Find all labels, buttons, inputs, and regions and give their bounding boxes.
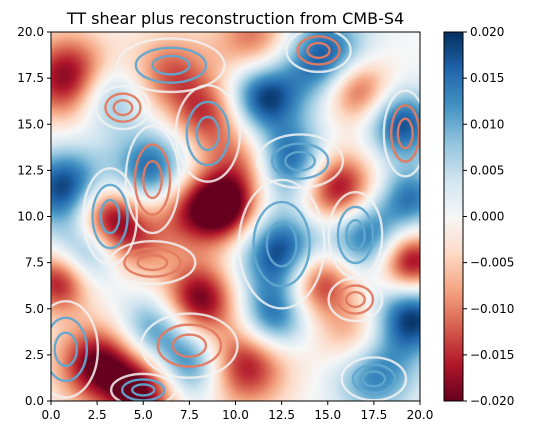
x-axis: 0.0 2.5 5.0 7.5 10.0 12.5 15.0 17.5 20.0 [41,401,433,422]
y-axis: 0.0 2.5 5.0 7.5 10.0 12.5 15.0 17.5 20.0 [17,25,51,408]
contour-line [142,159,163,200]
contour-line [91,183,129,250]
contour-line [382,89,420,178]
contour-line [130,383,156,397]
contour-line [270,142,330,180]
x-tick-label: 10.0 [222,408,249,422]
contour-line [108,240,197,286]
contour-line [185,100,231,167]
contour-line [285,32,352,74]
contour-line [256,133,345,190]
y-tick-label: 17.5 [17,71,44,85]
contour-line [116,37,226,94]
heatmap-image [51,32,420,401]
x-tick-label: 2.5 [88,408,107,422]
contour-line [327,276,384,323]
colorbar-tick-label: 0.000 [470,210,504,224]
colorbar: 0.020 0.015 0.010 0.005 0.000 −0.005 −0.010 −0.… [443,25,514,408]
contour-line [123,247,182,278]
x-tick-label: 0.0 [41,408,60,422]
chart-title: TT shear plus reconstruction from CMB-S4 [66,9,404,28]
contour-line [265,220,298,268]
y-tick-label: 7.5 [25,256,44,270]
colorbar-tick-label: −0.010 [470,302,514,316]
contour-line [237,178,326,310]
contour-line [112,99,134,117]
contour-line [51,316,88,383]
contour-line [53,331,79,368]
colorbar-gradient [444,32,463,401]
contour-layer [51,32,420,401]
contour-line [336,205,375,265]
contour-line [351,363,397,395]
contour-line [151,54,191,76]
contour-line [340,356,408,401]
contour-line [121,378,166,401]
contour-line [284,150,317,172]
contour-line [296,35,341,66]
contour-line [140,312,239,379]
x-tick-label: 20.0 [407,408,434,422]
plot-area [51,32,420,401]
x-tick-label: 5.0 [134,408,153,422]
contour-line [195,115,221,152]
x-tick-label: 17.5 [361,408,388,422]
contour-line [104,92,142,123]
y-tick-label: 12.5 [17,163,44,177]
x-tick-label: 12.5 [268,408,295,422]
y-tick-label: 0.0 [25,394,44,408]
contour-line [124,124,181,235]
colorbar-tick-label: −0.005 [470,256,514,270]
colorbar-tick-label: 0.010 [470,117,504,131]
colorbar-ticks: 0.020 0.015 0.010 0.005 0.000 −0.005 −0.010 −0.… [463,25,514,408]
y-tick-label: 2.5 [25,348,44,362]
contour-line [133,143,172,216]
contour-line [171,333,208,358]
y-tick-label: 15.0 [17,117,44,131]
contour-line [344,218,366,251]
contour-line [336,284,375,315]
contour-line [109,372,177,401]
colorbar-tick-label: −0.015 [470,348,514,362]
y-tick-label: 10.0 [17,210,44,224]
colorbar-tick-label: 0.015 [470,71,504,85]
contour-line [136,254,169,272]
colorbar-tick-label: −0.020 [470,394,514,408]
contour-line [174,84,242,183]
y-tick-label: 5.0 [25,302,44,316]
x-tick-label: 7.5 [180,408,199,422]
contour-line [344,290,366,309]
contour-line [51,299,100,399]
contour-line [156,323,223,368]
contour-line [99,198,121,235]
y-tick-label: 20.0 [17,25,44,39]
colorbar-tick-label: 0.020 [470,25,504,39]
contour-line [396,117,414,150]
colorbar-tick-label: 0.005 [470,163,504,177]
contour-line [390,104,420,163]
x-tick-label: 15.0 [314,408,341,422]
contour-line [361,370,387,388]
contour-line [252,200,311,288]
contour-line [95,85,151,131]
contour-line [134,46,208,84]
contour-line [306,41,331,60]
